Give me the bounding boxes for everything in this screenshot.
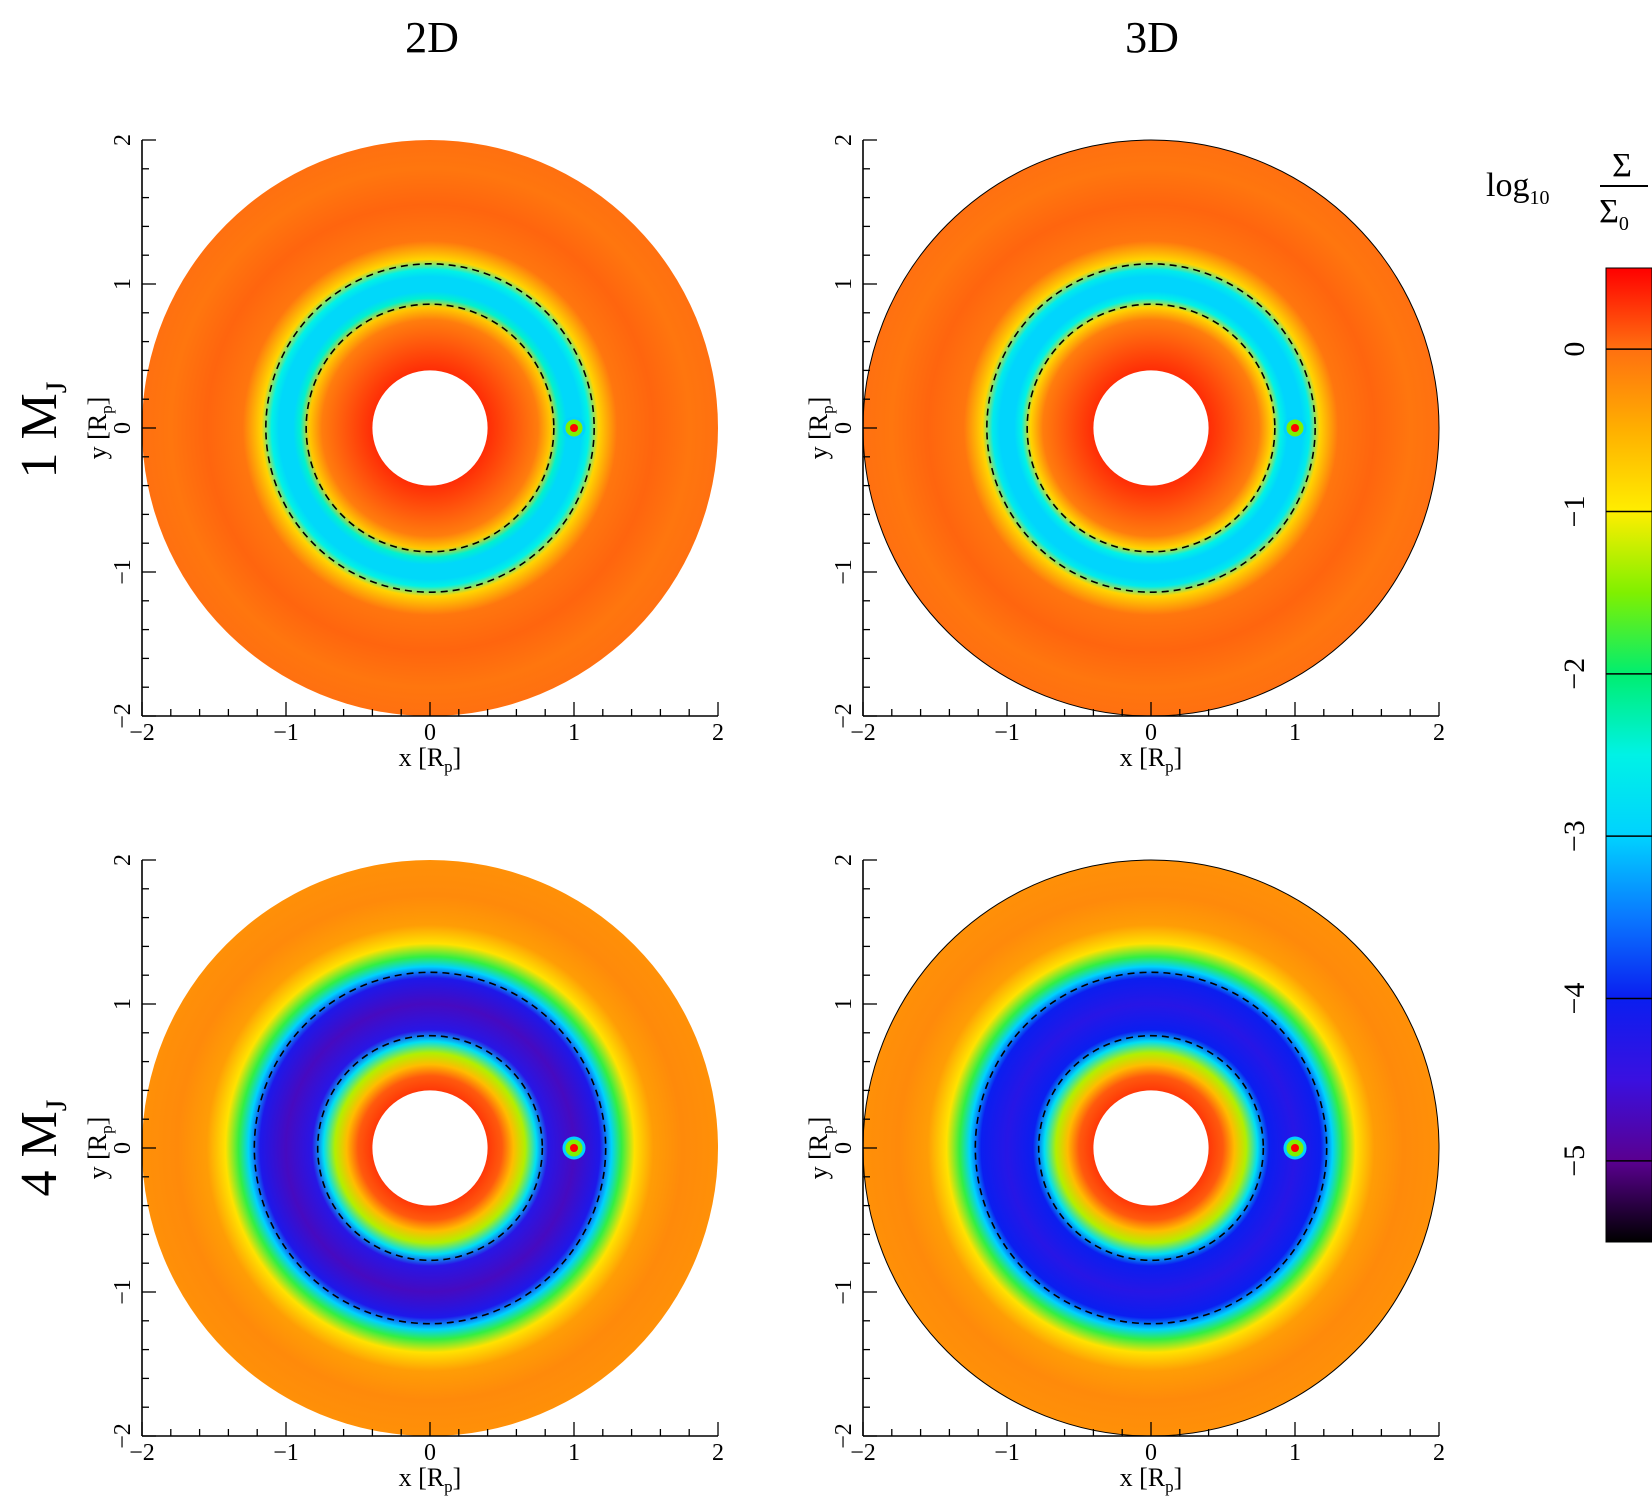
planet-marker [570, 424, 578, 432]
planet-marker [1291, 424, 1299, 432]
panels: −2 −1 0 1 2 −2 −1 0 1 2 x [Rp] y [Rp] −2 −1 0 1 2 −2 −1 0 1 2… [83, 134, 1445, 1496]
planet-marker [570, 1144, 578, 1152]
x-tick-label: 2 [712, 1440, 724, 1466]
panel-1mj-3d: −2 −1 0 1 2 −2 −1 0 1 2 x [Rp] y [Rp] [804, 134, 1445, 776]
x-axis-label: x [Rp] [399, 743, 462, 776]
gap-boundary-dashed-inner [1037, 1034, 1265, 1262]
x-tick-label: 1 [568, 1440, 580, 1466]
planet-marker [1291, 1144, 1299, 1152]
y-tick-label: 2 [110, 854, 136, 866]
colorbar-label-numerator: Σ [1612, 147, 1632, 184]
y-axis-label: y [Rp] [804, 1117, 837, 1180]
column-title-3d: 3D [1125, 13, 1179, 62]
y-tick-label: −2 [831, 1423, 857, 1449]
y-tick-label: 1 [831, 278, 857, 290]
row-labels: 1 MJ 4 MJ [11, 381, 73, 1196]
x-tick-label: −1 [994, 1440, 1020, 1466]
x-tick-label: −2 [850, 1440, 876, 1466]
y-tick-label: −1 [110, 559, 136, 585]
inner-hole [1093, 370, 1209, 486]
colorbar-tick-label: −2 [1558, 658, 1591, 690]
panel-1mj-2d: −2 −1 0 1 2 −2 −1 0 1 2 x [Rp] y [Rp] [83, 134, 724, 776]
panel-4mj-2d: −2 −1 0 1 2 −2 −1 0 1 2 x [Rp] y [Rp] [83, 854, 724, 1496]
row-label-4mj: 4 MJ [11, 1099, 73, 1196]
y-axis-label: y [Rp] [83, 1117, 116, 1180]
x-tick-label: −2 [129, 1440, 155, 1466]
y-tick-label: 0 [831, 422, 857, 434]
x-tick-label: 1 [1289, 1440, 1301, 1466]
gap-boundary-dashed-inner [1026, 303, 1276, 553]
colorbar-label-prefix: log10 [1486, 167, 1549, 209]
colorbar-tick-label: −3 [1558, 820, 1591, 852]
inner-hole [1093, 1090, 1209, 1206]
colorbar-gradient [1605, 267, 1652, 1243]
x-tick-label: 0 [424, 1440, 436, 1466]
x-tick-label: −2 [850, 720, 876, 746]
panel-4mj-3d: −2 −1 0 1 2 −2 −1 0 1 2 x [Rp] y [Rp] [804, 854, 1445, 1496]
y-tick-label: 2 [831, 854, 857, 866]
colorbar-tick-label: −4 [1558, 983, 1591, 1015]
gap-boundary-dashed-inner [305, 303, 555, 553]
y-tick-label: −1 [831, 1279, 857, 1305]
colorbar-label: log10 Σ Σ0 [1486, 147, 1648, 235]
x-tick-label: 2 [712, 720, 724, 746]
gap-boundary-dashed-outer [253, 971, 607, 1325]
y-tick-label: −1 [110, 1279, 136, 1305]
colorbar-tick-label: 0 [1558, 342, 1591, 357]
y-tick-label: −2 [831, 703, 857, 729]
y-tick-label: 0 [110, 1142, 136, 1154]
x-axis-label: x [Rp] [1120, 1463, 1183, 1496]
row-label-1mj: 1 MJ [11, 381, 73, 478]
colorbar-tick-label: −5 [1558, 1145, 1591, 1177]
x-tick-label: 2 [1433, 720, 1445, 746]
x-tick-label: 1 [1289, 720, 1301, 746]
y-axis-label: y [Rp] [83, 397, 116, 460]
x-tick-label: −1 [994, 720, 1020, 746]
y-tick-label: −2 [110, 1423, 136, 1449]
y-tick-label: 0 [831, 1142, 857, 1154]
x-axis-label: x [Rp] [1120, 743, 1183, 776]
x-axis-label: x [Rp] [399, 1463, 462, 1496]
y-tick-label: 1 [831, 998, 857, 1010]
y-tick-label: 2 [831, 134, 857, 146]
colorbar-label-denominator: Σ0 [1599, 193, 1629, 235]
x-tick-label: 0 [424, 720, 436, 746]
y-tick-label: 1 [110, 998, 136, 1010]
y-tick-label: −2 [110, 703, 136, 729]
inner-hole [372, 1090, 488, 1206]
x-tick-label: 1 [568, 720, 580, 746]
x-tick-label: 0 [1145, 1440, 1157, 1466]
gap-boundary-dashed-outer [986, 263, 1316, 593]
column-title-2d: 2D [405, 13, 459, 62]
x-tick-label: −1 [273, 1440, 299, 1466]
y-tick-label: −1 [831, 559, 857, 585]
x-tick-label: 2 [1433, 1440, 1445, 1466]
y-axis-label: y [Rp] [804, 397, 837, 460]
y-tick-label: 1 [110, 278, 136, 290]
y-tick-label: 0 [110, 422, 136, 434]
inner-hole [372, 370, 488, 486]
x-tick-label: −2 [129, 720, 155, 746]
x-tick-label: −1 [273, 720, 299, 746]
y-tick-label: 2 [110, 134, 136, 146]
x-tick-label: 0 [1145, 720, 1157, 746]
gap-boundary-dashed-outer [974, 971, 1328, 1325]
colorbar-tick-label: −1 [1558, 496, 1591, 528]
colorbar: 0 −1 −2 −3 −4 −5 log10 Σ Σ0 [1486, 147, 1652, 1243]
gap-boundary-dashed-outer [265, 263, 595, 593]
gap-boundary-dashed-inner [316, 1034, 544, 1262]
